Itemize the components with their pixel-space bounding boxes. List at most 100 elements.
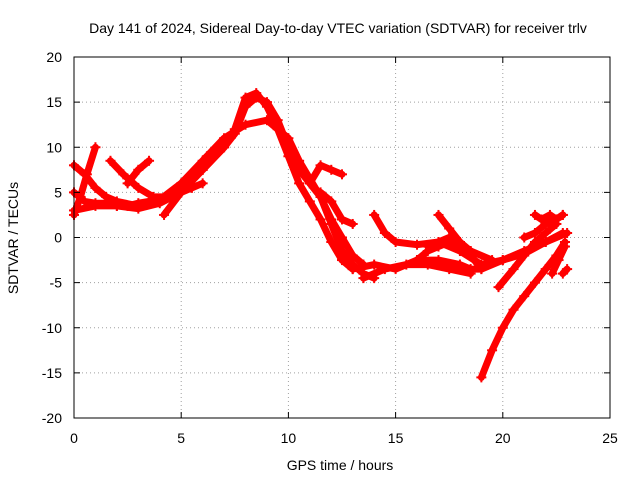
data-point <box>551 218 562 229</box>
data-point <box>326 164 337 175</box>
data-point <box>122 200 133 211</box>
data-point <box>422 259 433 270</box>
data-point <box>283 151 294 162</box>
data-point <box>553 255 564 266</box>
data-point <box>133 198 144 209</box>
data-point <box>379 264 390 275</box>
data-point <box>433 237 444 248</box>
data-point <box>508 304 519 315</box>
data-point <box>81 169 92 180</box>
data-point <box>251 88 262 99</box>
data-point <box>497 322 508 333</box>
axis-ticks <box>73 56 611 419</box>
x-tick-label: 20 <box>495 430 511 446</box>
data-point <box>122 178 133 189</box>
data-point <box>90 182 101 193</box>
data-point <box>536 214 547 225</box>
data-point <box>390 237 401 248</box>
data-point <box>358 273 369 284</box>
data-point <box>519 232 530 243</box>
y-tick-label: 5 <box>54 184 62 200</box>
data-point <box>454 237 465 248</box>
y-tick-label: -5 <box>50 275 63 291</box>
x-tick-label: 25 <box>602 430 618 446</box>
data-point <box>476 372 487 383</box>
data-point <box>519 291 530 302</box>
y-tick-label: -15 <box>42 365 62 381</box>
data-point <box>347 264 358 275</box>
data-point <box>433 209 444 220</box>
data-point <box>315 214 326 225</box>
data-point <box>401 259 412 270</box>
data-point <box>544 209 555 220</box>
data-point <box>105 155 116 166</box>
x-tick-label: 0 <box>70 430 78 446</box>
series-line-arc-9 <box>317 188 357 228</box>
data-point <box>476 264 487 275</box>
data-point <box>487 255 498 266</box>
y-tick-label: 20 <box>46 49 62 65</box>
data-point <box>240 119 251 130</box>
data-point <box>90 198 101 209</box>
data-point <box>557 209 568 220</box>
data-point <box>529 277 540 288</box>
data-point <box>315 187 326 198</box>
data-point <box>118 169 129 180</box>
data-point <box>133 164 144 175</box>
data-point <box>304 196 315 207</box>
data-point <box>444 223 455 234</box>
data-point <box>540 264 551 275</box>
data-point <box>304 178 315 189</box>
series-line-arc-8 <box>306 161 346 187</box>
data-point <box>101 198 112 209</box>
data-point <box>422 241 433 252</box>
data-point <box>369 209 380 220</box>
x-tick-label: 5 <box>177 430 185 446</box>
chart-title: Day 141 of 2024, Sidereal Day-to-day VTE… <box>89 20 587 36</box>
data-point <box>176 187 187 198</box>
data-point <box>219 142 230 153</box>
data-point <box>412 239 423 250</box>
data-point <box>326 214 337 225</box>
data-point <box>186 169 197 180</box>
series-line-arc-1 <box>70 94 378 282</box>
y-axis-title: SDTVAR / TECUs <box>5 182 21 294</box>
y-tick-label: -10 <box>42 320 62 336</box>
x-axis-tick-labels: 0 5 10 15 20 25 <box>70 430 618 446</box>
data-point <box>201 151 212 162</box>
data-point <box>519 250 530 261</box>
x-tick-label: 15 <box>388 430 404 446</box>
data-point <box>148 191 159 202</box>
data-point <box>465 250 476 261</box>
data-point <box>508 264 519 275</box>
data-point <box>465 268 476 279</box>
y-tick-label: -20 <box>42 410 62 426</box>
data-point <box>529 209 540 220</box>
data-point <box>337 169 347 180</box>
data-point <box>337 214 347 225</box>
data-point <box>540 237 551 248</box>
data-point <box>529 237 540 248</box>
data-point <box>261 115 272 126</box>
data-point <box>219 133 230 144</box>
data-point <box>559 241 570 252</box>
x-tick-label: 10 <box>281 430 297 446</box>
data-point <box>347 250 358 261</box>
data-point <box>261 101 272 112</box>
data-point <box>326 196 337 207</box>
series-line-arc-4 <box>70 143 99 219</box>
series-line-arc-7 <box>160 152 211 219</box>
data-series <box>69 88 573 383</box>
series-line-arc-19 <box>495 220 560 291</box>
data-point <box>186 182 197 193</box>
data-point <box>161 191 172 202</box>
data-point <box>497 255 508 266</box>
data-point <box>379 227 390 238</box>
data-point <box>294 155 305 166</box>
data-point <box>144 155 155 166</box>
data-point <box>111 200 122 211</box>
data-point <box>159 209 170 220</box>
data-point <box>90 142 101 153</box>
data-point <box>337 255 347 266</box>
